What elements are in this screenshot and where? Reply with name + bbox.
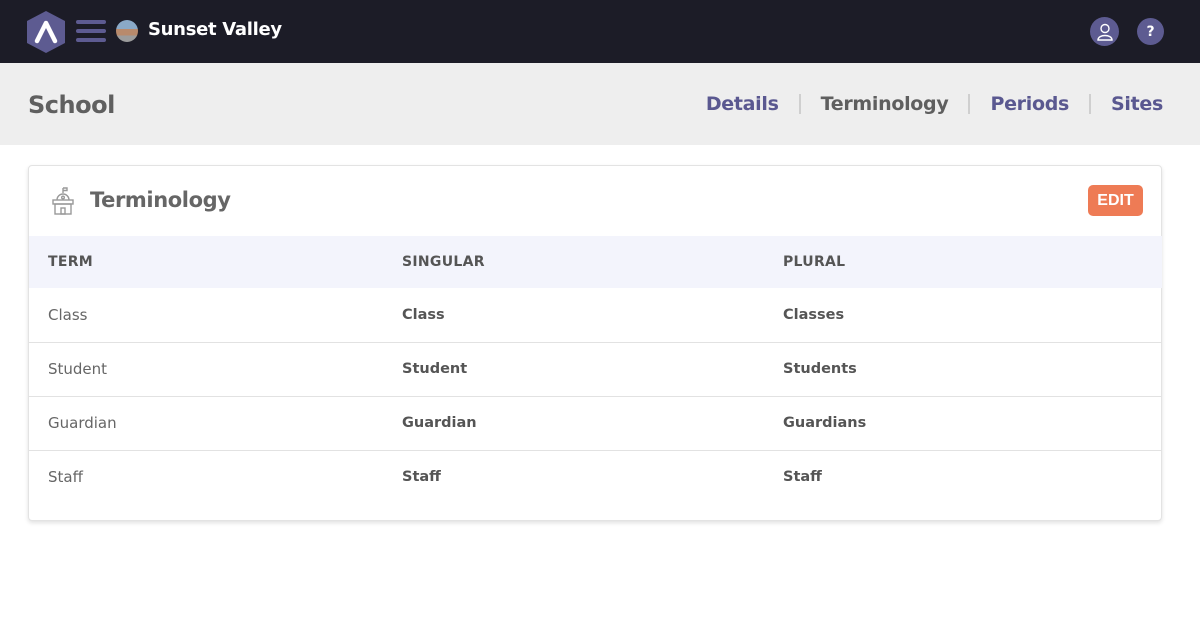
edit-button[interactable]: EDIT (1088, 185, 1143, 216)
column-header-plural: PLURAL (783, 236, 1162, 288)
terminology-table: TERM SINGULAR PLURAL Class Class Classes S… (29, 236, 1162, 504)
user-icon (1096, 23, 1113, 41)
column-header-singular: SINGULAR (402, 236, 783, 288)
table-row: Guardian Guardian Guardians (29, 396, 1162, 451)
tab-sites[interactable]: Sites (1111, 93, 1163, 115)
column-header-term: TERM (29, 236, 402, 288)
table-row: Staff Staff Staff (29, 450, 1162, 504)
user-profile-button[interactable] (1090, 17, 1119, 46)
table-row: Student Student Students (29, 342, 1162, 397)
singular-cell: Class (402, 288, 783, 343)
tab-divider (1089, 94, 1092, 114)
term-cell: Guardian (29, 396, 402, 451)
singular-cell: Staff (402, 469, 441, 486)
term-cell: Class (29, 288, 402, 343)
tab-details[interactable]: Details (705, 93, 779, 115)
tab-periods[interactable]: Periods (990, 93, 1070, 115)
terminology-card: Terminology EDIT TERM SINGULAR PLURAL Cl… (28, 165, 1162, 521)
page-header: School Details Terminology Periods Sites (0, 63, 1200, 145)
page-title: School (28, 91, 115, 119)
school-name[interactable]: Sunset Valley (148, 19, 282, 40)
plural-cell: Classes (783, 288, 1162, 343)
school-building-icon (52, 187, 74, 215)
help-icon: ? (1146, 23, 1155, 40)
plural-cell: Students (783, 342, 1162, 397)
plural-cell: Guardians (783, 396, 1162, 451)
hamburger-menu-icon[interactable] (76, 20, 106, 42)
card-title: Terminology (90, 188, 231, 212)
tab-divider (968, 94, 971, 114)
school-avatar (116, 20, 138, 42)
section-tabs: Details Terminology Periods Sites (706, 93, 1163, 115)
singular-cell: Student (402, 342, 783, 397)
table-row: Class Class Classes (29, 288, 1162, 343)
tab-divider (798, 94, 801, 114)
tab-terminology[interactable]: Terminology (820, 93, 949, 115)
table-header-row: TERM SINGULAR PLURAL (29, 236, 1162, 288)
app-logo-icon[interactable] (27, 11, 65, 53)
term-cell: Staff (48, 468, 83, 487)
help-button[interactable]: ? (1137, 18, 1164, 45)
singular-cell: Guardian (402, 396, 783, 451)
term-cell: Student (29, 342, 402, 397)
top-bar: Sunset Valley ? (0, 0, 1200, 63)
plural-cell: Staff (783, 469, 822, 486)
